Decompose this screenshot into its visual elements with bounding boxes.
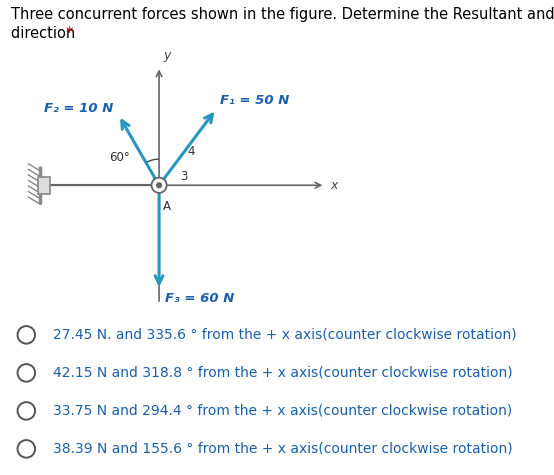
Text: 38.39 N and 155.6 ° from the + x axis(counter clockwise rotation): 38.39 N and 155.6 ° from the + x axis(co… [53, 442, 512, 456]
Text: 27.45 N. and 335.6 ° from the + x axis(counter clockwise rotation): 27.45 N. and 335.6 ° from the + x axis(c… [53, 328, 516, 342]
Text: F₂ = 10 N: F₂ = 10 N [44, 102, 113, 115]
Text: A: A [163, 200, 171, 213]
Text: F₁ = 50 N: F₁ = 50 N [220, 94, 289, 107]
Text: F₃ = 60 N: F₃ = 60 N [165, 292, 234, 305]
Text: Three concurrent forces shown in the figure. Determine the Resultant and: Three concurrent forces shown in the fig… [11, 7, 554, 22]
Bar [38, 177, 50, 194]
Text: 42.15 N and 318.8 ° from the + x axis(counter clockwise rotation): 42.15 N and 318.8 ° from the + x axis(co… [53, 366, 512, 380]
Text: y: y [163, 49, 170, 62]
Text: 33.75 N and 294.4 ° from the + x axis(counter clockwise rotation): 33.75 N and 294.4 ° from the + x axis(co… [53, 404, 512, 418]
Text: 60°: 60° [109, 151, 130, 164]
Circle shape [151, 178, 167, 193]
Text: direction: direction [11, 26, 80, 41]
Text: *: * [65, 26, 73, 41]
Circle shape [157, 183, 161, 188]
Text: 4: 4 [188, 144, 195, 158]
Text: x: x [330, 179, 337, 192]
Text: 3: 3 [180, 170, 187, 183]
